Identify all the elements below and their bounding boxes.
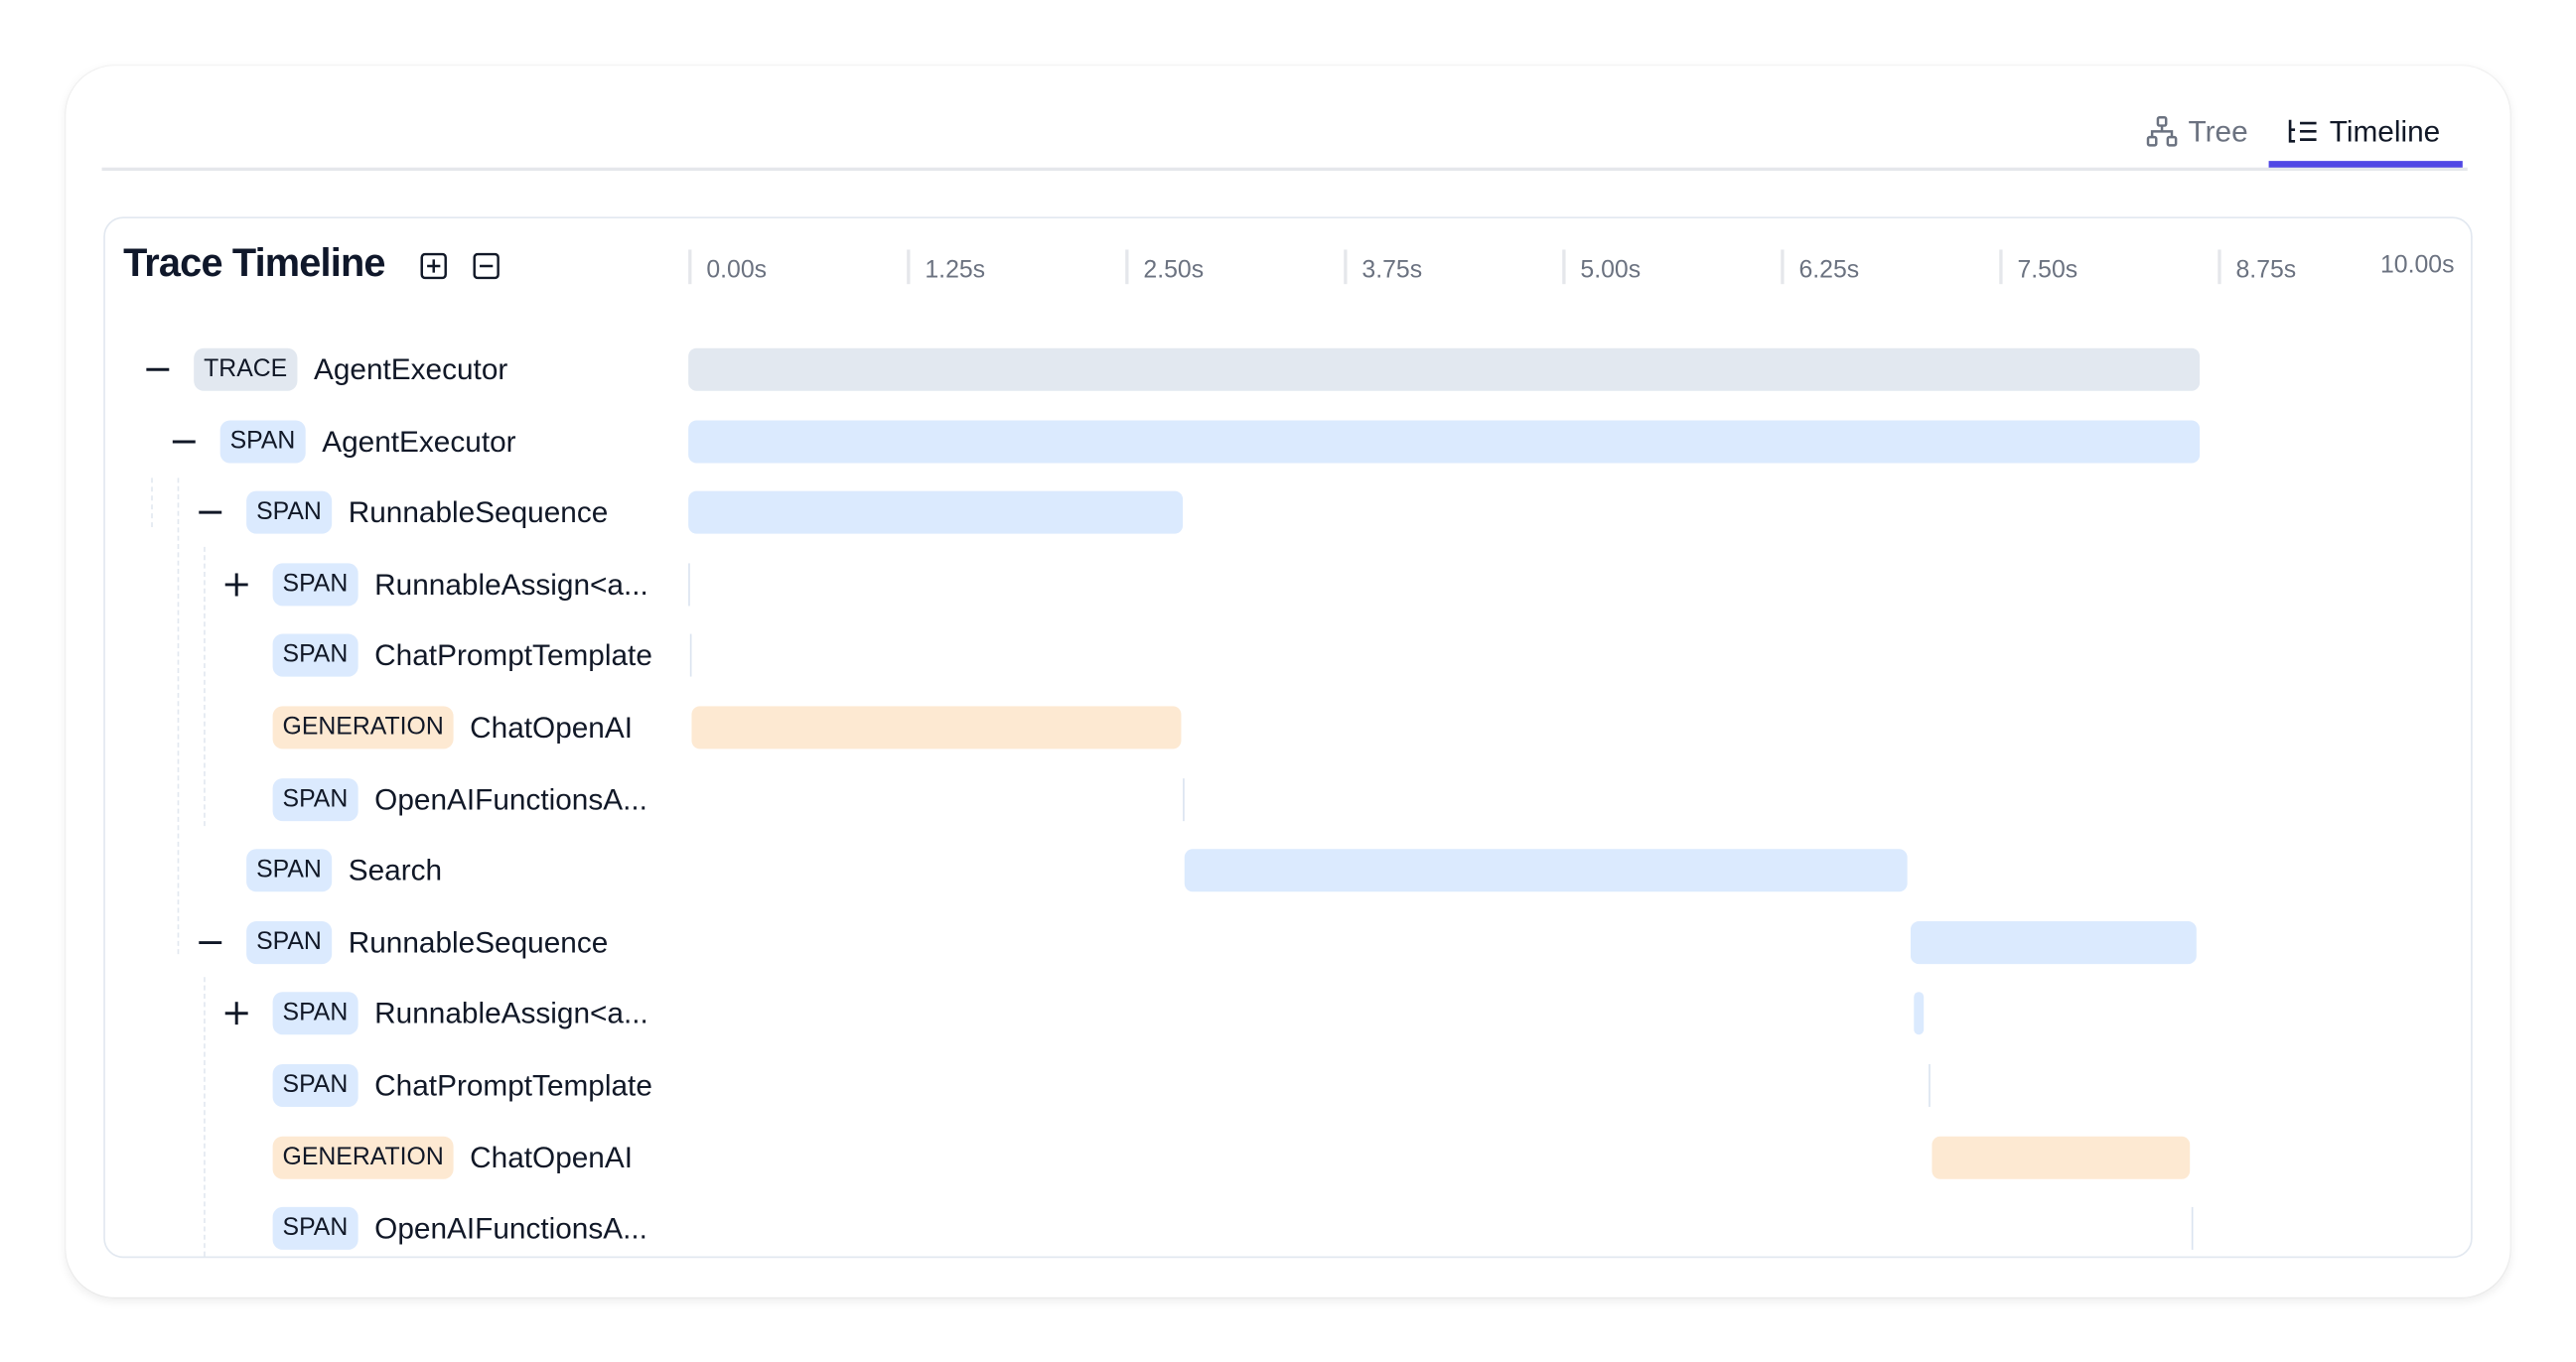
duration-bar[interactable] xyxy=(1931,1136,2191,1179)
span-name[interactable]: AgentExecutor xyxy=(313,352,508,386)
type-badge: SPAN xyxy=(246,490,332,534)
minus-square-icon[interactable] xyxy=(473,252,500,280)
type-badge: SPAN xyxy=(272,1207,358,1251)
tabs-divider xyxy=(101,167,2468,172)
span-name[interactable]: OpenAIFunctionsA... xyxy=(374,782,647,816)
tree-guide-line xyxy=(204,546,206,827)
type-badge: SPAN xyxy=(272,992,358,1035)
duration-bar[interactable] xyxy=(1183,777,1185,821)
span-name[interactable]: Search xyxy=(348,854,443,887)
span-name[interactable]: ChatOpenAI xyxy=(470,1141,634,1174)
timeline-row[interactable]: GENERATION ChatOpenAI xyxy=(105,703,2471,752)
span-name[interactable]: ChatPromptTemplate xyxy=(374,639,652,673)
timeline-row[interactable]: SPAN ChatPromptTemplate xyxy=(105,631,2471,681)
duration-bar[interactable] xyxy=(688,347,2201,391)
type-badge: SPAN xyxy=(272,563,358,607)
span-name[interactable]: ChatPromptTemplate xyxy=(374,1068,652,1103)
collapse-minus-icon[interactable] xyxy=(146,358,170,381)
timeline-row[interactable]: SPAN RunnableAssign<a... xyxy=(105,560,2471,610)
axis-tick-label: 6.25s xyxy=(1781,249,1859,285)
collapse-minus-icon[interactable] xyxy=(172,430,196,453)
tab-timeline[interactable]: Timeline xyxy=(2287,108,2440,154)
span-name[interactable]: ChatOpenAI xyxy=(470,711,634,745)
duration-bar[interactable] xyxy=(1910,920,2198,964)
tree-guide-line xyxy=(177,477,180,955)
type-badge: GENERATION xyxy=(272,1136,454,1179)
duration-bar[interactable] xyxy=(688,490,1184,534)
type-badge: SPAN xyxy=(219,419,306,463)
timeline-icon xyxy=(2288,119,2317,143)
duration-bar[interactable] xyxy=(1914,992,1925,1035)
axis-tick-label: 0.00s xyxy=(688,249,767,285)
timeline-row[interactable]: SPAN RunnableSequence xyxy=(105,488,2471,538)
axis-tick-label: 5.00s xyxy=(1562,249,1641,285)
axis-tick-label: 7.50s xyxy=(1999,249,2077,285)
span-name[interactable]: AgentExecutor xyxy=(322,424,516,458)
tab-tree[interactable]: Tree xyxy=(2146,108,2248,154)
collapse-minus-icon[interactable] xyxy=(199,931,222,954)
type-badge: SPAN xyxy=(272,777,358,821)
type-badge: SPAN xyxy=(246,849,332,892)
span-name[interactable]: OpenAIFunctionsA... xyxy=(374,1212,647,1246)
duration-bar[interactable] xyxy=(689,634,692,678)
timeline-row[interactable]: SPAN OpenAIFunctionsA... xyxy=(105,774,2471,824)
panel-title: Trace Timeline xyxy=(123,241,385,286)
plus-square-icon[interactable] xyxy=(420,252,447,280)
tab-timeline-label: Timeline xyxy=(2329,113,2441,148)
span-name[interactable]: RunnableAssign<a... xyxy=(374,997,648,1030)
span-name[interactable]: RunnableSequence xyxy=(348,925,609,959)
axis-tick-label: 2.50s xyxy=(1125,249,1204,285)
type-badge: GENERATION xyxy=(272,706,454,749)
timeline-row[interactable]: SPAN RunnableAssign<a... xyxy=(105,990,2471,1039)
duration-bar[interactable] xyxy=(2191,1207,2194,1251)
timeline-row[interactable]: GENERATION ChatOpenAI xyxy=(105,1133,2471,1182)
duration-bar[interactable] xyxy=(688,563,690,607)
duration-bar[interactable] xyxy=(691,706,1182,749)
timeline-row[interactable]: TRACE AgentExecutor xyxy=(105,344,2471,394)
type-badge: SPAN xyxy=(272,1063,358,1107)
duration-bar[interactable] xyxy=(1929,1063,1932,1107)
active-tab-indicator xyxy=(2268,161,2463,170)
timeline-row[interactable]: SPAN OpenAIFunctionsA... xyxy=(105,1204,2471,1254)
axis-end-label: 10.00s xyxy=(2380,251,2455,280)
expand-plus-icon[interactable] xyxy=(224,573,248,597)
tree-icon xyxy=(2146,116,2178,147)
collapse-minus-icon[interactable] xyxy=(199,501,222,524)
tree-guide-line xyxy=(151,477,153,528)
axis-tick-label: 8.75s xyxy=(2218,249,2296,285)
tree-guide-line xyxy=(204,977,206,1257)
duration-bar[interactable] xyxy=(688,419,2201,463)
expand-plus-icon[interactable] xyxy=(224,1002,248,1025)
axis-tick-label: 3.75s xyxy=(1344,249,1422,285)
timeline-row[interactable]: SPAN Search xyxy=(105,846,2471,895)
span-name[interactable]: RunnableAssign<a... xyxy=(374,568,648,602)
timeline-row[interactable]: SPAN AgentExecutor xyxy=(105,417,2471,467)
span-name[interactable]: RunnableSequence xyxy=(348,495,609,529)
type-badge: SPAN xyxy=(246,920,332,964)
duration-bar[interactable] xyxy=(1185,849,1907,892)
type-badge: TRACE xyxy=(194,347,298,391)
axis-tick-label: 1.25s xyxy=(907,249,985,285)
timeline-panel: Trace Timeline 0.00s 1.25s 2.50s 3.75s 5.00s… xyxy=(103,216,2473,1259)
timeline-row[interactable]: SPAN ChatPromptTemplate xyxy=(105,1061,2471,1111)
tab-tree-label: Tree xyxy=(2188,113,2248,148)
timeline-row[interactable]: SPAN RunnableSequence xyxy=(105,917,2471,967)
type-badge: SPAN xyxy=(272,634,358,678)
